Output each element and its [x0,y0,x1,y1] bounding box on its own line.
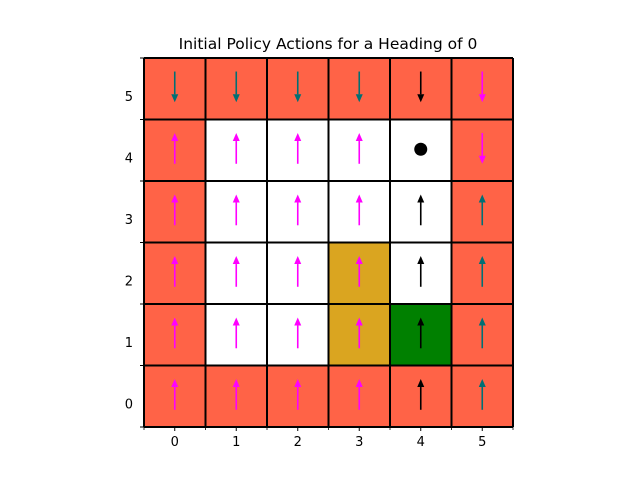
arrow-up-1-4 [232,133,240,164]
grid-cells [144,58,513,427]
arrow-up-4-2 [417,256,425,287]
arrow-up-5-0 [478,379,486,410]
x-tick-label: 1 [232,435,240,450]
arrow-down-5-5 [478,71,486,103]
arrow-up-2-2 [294,256,302,287]
arrow-up-4-0 [417,379,425,410]
arrow-up-5-3 [478,194,486,226]
arrow-up-5-1 [478,317,486,349]
y-tick-label: 2 [125,274,133,289]
arrow-up-2-4 [294,133,302,164]
policy-arrows [171,71,486,410]
arrow-up-1-3 [232,194,240,226]
chart-title: Initial Policy Actions for a Heading of … [179,35,478,53]
arrow-up-0-1 [171,317,179,349]
y-tick-label: 4 [125,151,133,166]
arrow-up-2-1 [294,317,302,349]
arrow-down-0-5 [171,71,179,103]
arrow-up-1-1 [232,317,240,349]
y-tick-label: 5 [125,90,133,105]
arrow-up-3-0 [355,379,363,410]
arrow-up-0-0 [171,379,179,410]
arrow-up-3-2 [355,256,363,287]
y-tick-label: 0 [125,397,133,412]
arrow-up-3-3 [355,194,363,226]
arrow-down-5-4 [478,133,486,164]
arrow-up-3-4 [355,133,363,164]
arrow-up-4-1 [417,317,425,349]
x-tick-label: 3 [355,435,363,450]
axis-ticks: 0 1 2 3 4 5 0 1 2 3 4 5 [125,57,514,450]
arrow-up-0-4 [171,133,179,164]
arrow-up-3-1 [355,317,363,349]
x-tick-label: 4 [417,435,425,450]
arrow-down-2-5 [294,71,302,103]
agent-marker [414,142,428,156]
arrow-up-0-2 [171,256,179,287]
arrow-up-1-0 [232,379,240,410]
y-tick-label: 3 [125,213,133,228]
x-tick-label: 0 [171,435,179,450]
arrow-up-2-0 [294,379,302,410]
agent-layer [414,142,428,156]
arrow-up-2-3 [294,194,302,226]
x-tick-label: 5 [478,435,486,450]
arrow-up-1-2 [232,256,240,287]
arrow-down-3-5 [355,71,363,103]
arrow-up-4-3 [417,194,425,226]
y-tick-label: 1 [125,336,133,351]
arrow-down-1-5 [232,71,240,103]
arrow-up-5-2 [478,256,486,287]
arrow-down-4-5 [417,71,425,103]
x-tick-label: 2 [294,435,302,450]
arrow-up-0-3 [171,194,179,226]
